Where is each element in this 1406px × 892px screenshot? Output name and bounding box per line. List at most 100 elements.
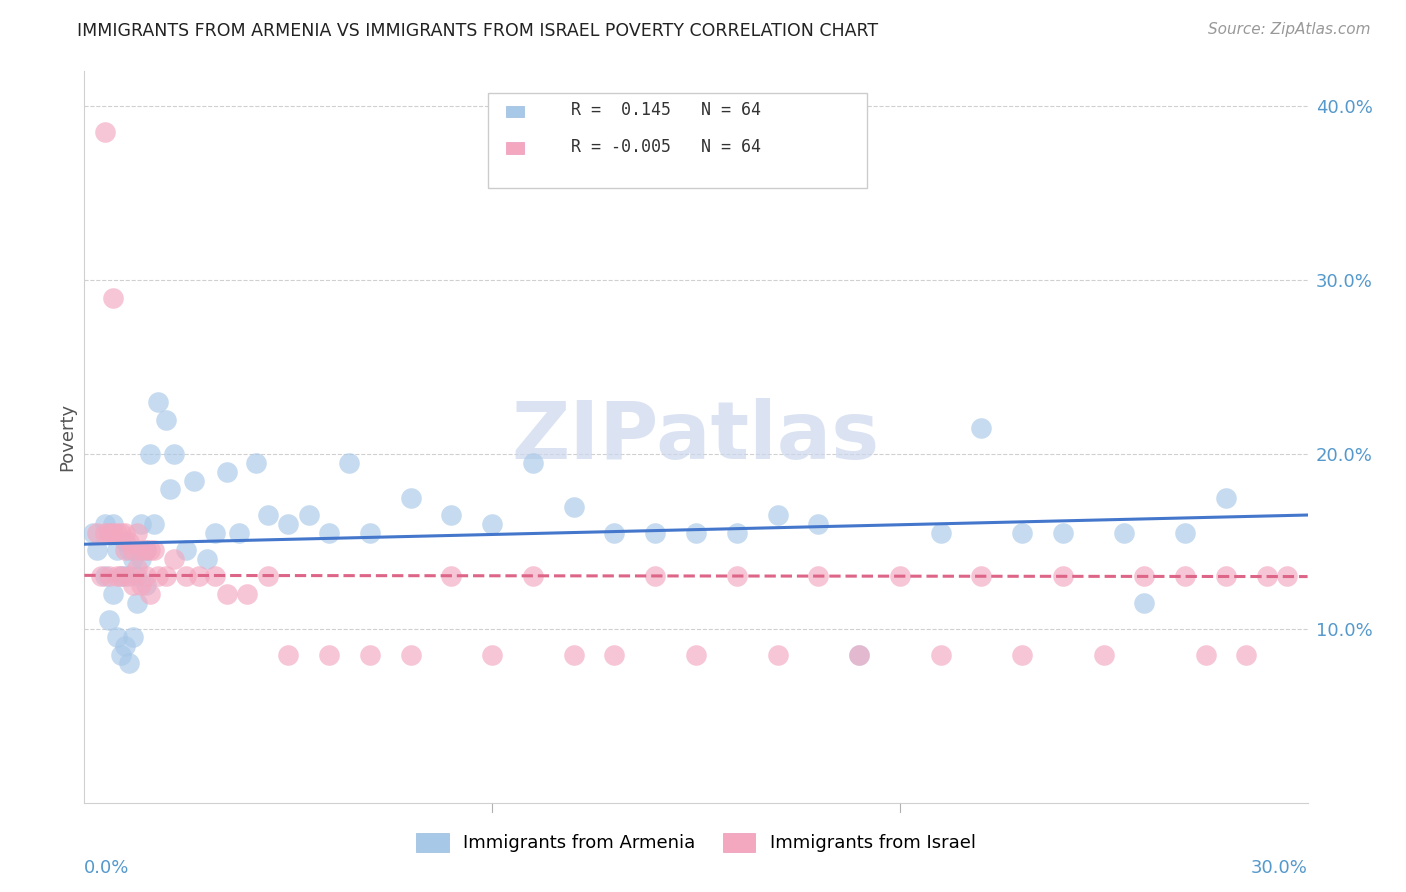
Point: [101, 525, 124, 540]
Point: [298, 508, 321, 523]
Point: [1215, 491, 1237, 505]
Point: [277, 648, 299, 662]
Point: [127, 525, 149, 540]
Point: [122, 631, 145, 645]
Point: [183, 474, 205, 488]
Point: [1114, 525, 1136, 540]
Point: [1236, 648, 1258, 662]
Point: [1256, 569, 1278, 583]
Point: [522, 456, 544, 470]
Point: [195, 552, 218, 566]
Point: [114, 525, 136, 540]
Point: [82, 525, 104, 540]
Point: [766, 508, 789, 523]
Point: [163, 448, 186, 462]
Text: 0.0%: 0.0%: [84, 858, 129, 877]
Point: [138, 543, 160, 558]
Point: [228, 525, 250, 540]
Point: [359, 648, 381, 662]
Point: [766, 648, 789, 662]
Point: [1174, 525, 1197, 540]
Point: [725, 569, 748, 583]
Y-axis label: Poverty: Poverty: [58, 403, 76, 471]
Point: [97, 613, 120, 627]
Point: [105, 543, 128, 558]
Point: [90, 569, 112, 583]
Point: [1133, 595, 1156, 609]
Point: [105, 631, 128, 645]
Point: [1133, 569, 1156, 583]
Point: [685, 525, 707, 540]
Point: [603, 525, 626, 540]
Text: ZIPatlas: ZIPatlas: [512, 398, 880, 476]
Text: R = -0.005   N = 64: R = -0.005 N = 64: [571, 137, 761, 156]
Point: [101, 587, 124, 601]
Point: [138, 448, 160, 462]
Point: [155, 569, 177, 583]
Text: Source: ZipAtlas.com: Source: ZipAtlas.com: [1208, 22, 1371, 37]
Point: [1195, 648, 1218, 662]
Point: [97, 569, 120, 583]
Point: [93, 517, 115, 532]
Point: [110, 569, 132, 583]
Point: [163, 552, 186, 566]
Point: [359, 525, 381, 540]
Point: [131, 552, 153, 566]
Point: [318, 525, 340, 540]
Point: [86, 543, 108, 558]
Point: [114, 534, 136, 549]
Point: [110, 648, 132, 662]
Point: [146, 395, 169, 409]
Point: [339, 456, 361, 470]
Point: [127, 560, 149, 574]
Point: [122, 543, 145, 558]
Point: [155, 412, 177, 426]
Point: [562, 500, 585, 514]
Point: [86, 525, 108, 540]
Point: [481, 517, 503, 532]
Point: [1277, 569, 1299, 583]
Point: [93, 525, 115, 540]
Text: 30.0%: 30.0%: [1251, 858, 1308, 877]
Point: [135, 578, 157, 592]
Point: [217, 587, 239, 601]
Point: [105, 525, 128, 540]
Point: [131, 578, 153, 592]
Point: [127, 569, 149, 583]
Point: [1215, 569, 1237, 583]
Point: [725, 525, 748, 540]
Point: [114, 639, 136, 653]
Point: [174, 543, 197, 558]
Point: [1092, 648, 1115, 662]
Point: [807, 517, 830, 532]
Point: [399, 648, 422, 662]
Point: [318, 648, 340, 662]
FancyBboxPatch shape: [506, 143, 524, 154]
Point: [204, 525, 226, 540]
Point: [848, 648, 870, 662]
Point: [146, 569, 169, 583]
Point: [118, 534, 141, 549]
Point: [644, 525, 666, 540]
Point: [118, 543, 141, 558]
Point: [97, 525, 120, 540]
Point: [522, 569, 544, 583]
Point: [93, 569, 115, 583]
Point: [562, 648, 585, 662]
Point: [217, 465, 239, 479]
Point: [603, 648, 626, 662]
Text: R =  0.145   N = 64: R = 0.145 N = 64: [571, 101, 761, 120]
Point: [93, 125, 115, 139]
Point: [204, 569, 226, 583]
Point: [131, 517, 153, 532]
Point: [970, 569, 993, 583]
Point: [1011, 525, 1033, 540]
Point: [187, 569, 209, 583]
Point: [245, 456, 267, 470]
Point: [277, 517, 299, 532]
Point: [644, 569, 666, 583]
Point: [118, 657, 141, 671]
Point: [257, 508, 280, 523]
Point: [399, 491, 422, 505]
Point: [110, 569, 132, 583]
